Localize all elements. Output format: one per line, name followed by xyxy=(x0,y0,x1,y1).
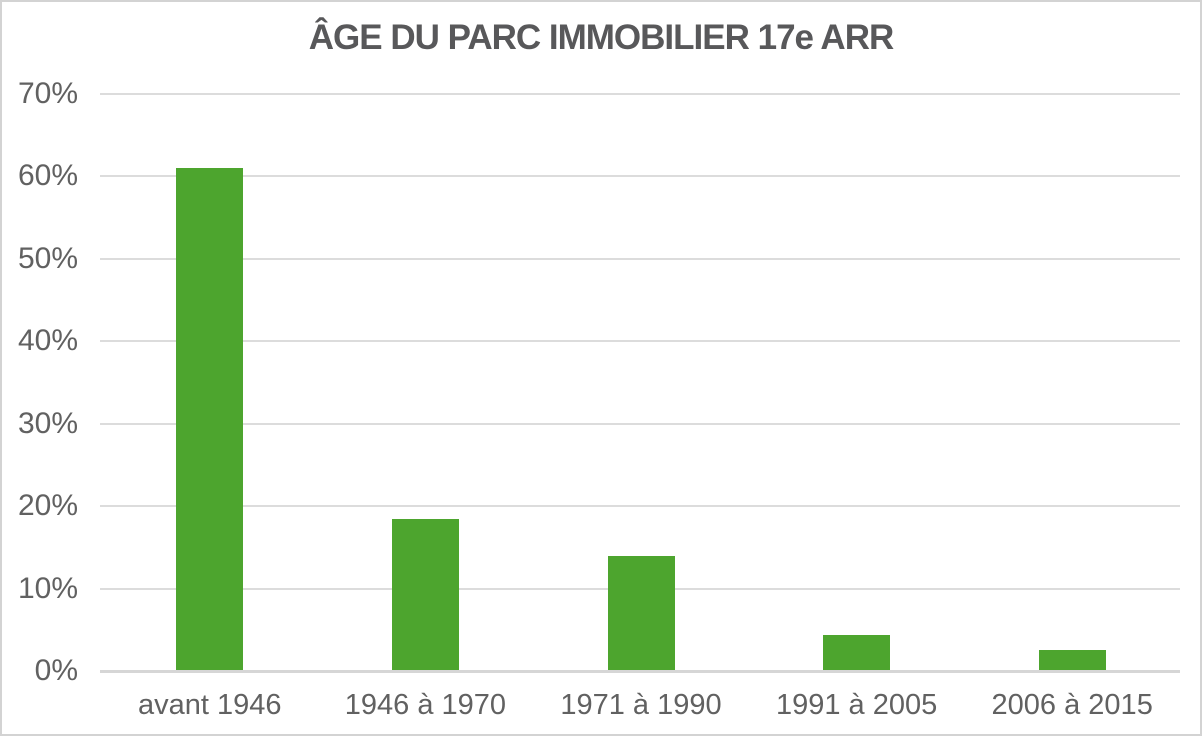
gridline xyxy=(100,175,1180,178)
y-axis-tick-label: 20% xyxy=(17,489,78,523)
gridline xyxy=(100,340,1180,343)
y-axis-tick-label: 0% xyxy=(34,654,78,687)
bar xyxy=(823,634,891,671)
gridline xyxy=(100,505,1180,508)
x-axis-category-label: 2006 à 2015 xyxy=(991,689,1153,721)
y-axis-tick-label: 60% xyxy=(17,159,78,193)
y-axis-tick-label: 30% xyxy=(17,406,78,440)
bar xyxy=(176,168,244,671)
x-axis-category-label: 1946 à 1970 xyxy=(344,689,507,721)
x-axis-category-label: 1991 à 2005 xyxy=(775,689,938,721)
x-axis-category-label: avant 1946 xyxy=(138,689,282,721)
chart-title: ÂGE DU PARC IMMOBILIER 17e ARR xyxy=(308,18,895,57)
bar xyxy=(607,555,675,671)
gridline xyxy=(100,422,1180,425)
y-axis-tick-label: 70% xyxy=(17,77,78,110)
bar xyxy=(1038,650,1106,671)
y-axis-tick-label: 50% xyxy=(17,241,78,275)
gridline xyxy=(100,257,1180,260)
y-axis-tick-label: 40% xyxy=(17,324,78,358)
x-axis-line xyxy=(100,670,1180,673)
bar xyxy=(391,519,459,671)
gridline xyxy=(100,93,1180,95)
x-axis-category-label: 1971 à 1990 xyxy=(560,689,722,721)
y-axis-tick-label: 10% xyxy=(17,571,78,605)
